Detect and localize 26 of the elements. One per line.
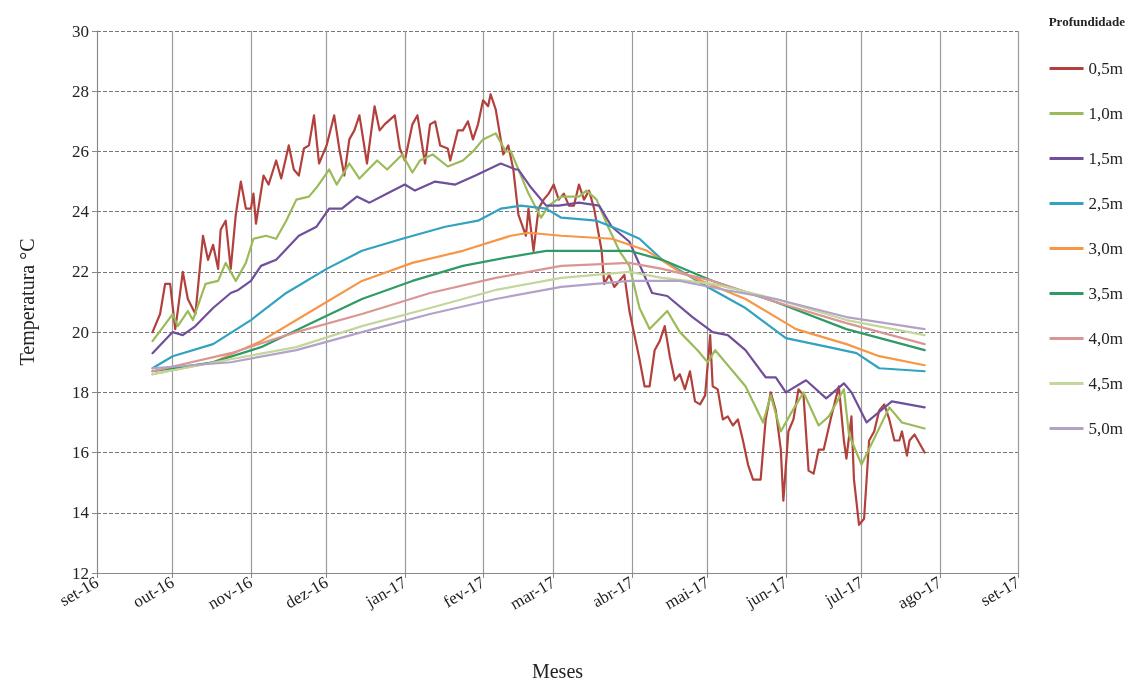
y-tick-label: 24 — [72, 202, 90, 222]
legend-label: 2,5m — [1088, 194, 1124, 213]
y-tick-label: 22 — [72, 262, 89, 282]
legend-label: 4,0m — [1088, 329, 1124, 348]
line-series — [151, 132, 926, 466]
y-tick-label: 20 — [72, 322, 89, 342]
legend-label: 1,0m — [1088, 104, 1124, 123]
legend-title: Profundidade — [1048, 14, 1126, 29]
legend-label: 0,5m — [1088, 59, 1124, 78]
legend-label: 3,0m — [1088, 239, 1124, 258]
y-tick-label: 26 — [72, 141, 89, 161]
y-tick-label: 16 — [72, 443, 89, 463]
y-axis-title: Temperatura °C — [16, 238, 39, 366]
line-series — [151, 93, 926, 526]
legend-label: 3,5m — [1088, 284, 1124, 303]
y-tick-label: 28 — [72, 81, 89, 101]
x-axis-title: Meses — [531, 660, 584, 682]
legend-label: 1,5m — [1088, 149, 1124, 168]
line-series — [151, 204, 926, 373]
line-series — [151, 162, 926, 424]
y-tick-label: 12 — [72, 563, 89, 583]
legend-label: 4,5m — [1088, 374, 1124, 393]
y-tick-label: 14 — [72, 503, 90, 523]
y-tick-label: 30 — [72, 21, 89, 41]
legend-label: 5,0m — [1088, 419, 1124, 438]
y-tick-label: 18 — [72, 382, 89, 402]
